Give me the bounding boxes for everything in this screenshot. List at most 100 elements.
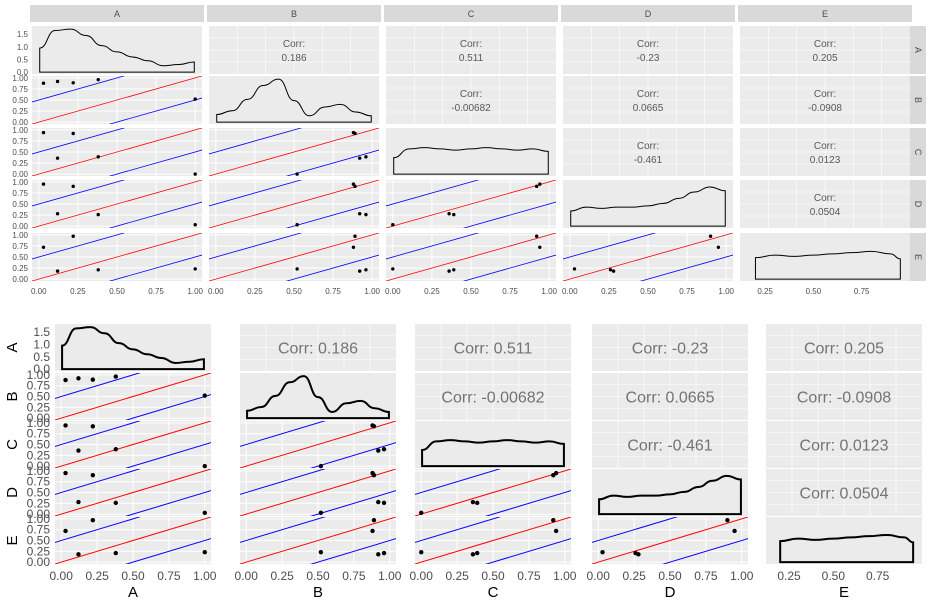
top-panel-C-B bbox=[209, 128, 379, 176]
data-point bbox=[96, 77, 100, 82]
blue-reference-line bbox=[462, 201, 556, 228]
data-point bbox=[193, 97, 197, 101]
red-reference-line bbox=[386, 180, 556, 228]
reference-lines bbox=[240, 421, 396, 468]
diag-y-tick-label: 1.0 bbox=[33, 337, 50, 351]
red-reference-line bbox=[592, 517, 748, 564]
x-tick-label: 0.25 bbox=[85, 569, 109, 583]
x-tick-label: 0.25 bbox=[424, 287, 440, 296]
x-tick-label: 0.50 bbox=[658, 569, 682, 583]
reference-lines bbox=[55, 421, 211, 468]
bottom-panel-D-A bbox=[55, 469, 211, 516]
data-point bbox=[71, 184, 75, 189]
y-tick-label: 0.00 bbox=[12, 275, 28, 284]
top-panel-B-C: Corr: -0.00682 bbox=[386, 76, 556, 124]
blue-reference-line bbox=[240, 469, 326, 495]
corr-label: Corr: bbox=[283, 39, 305, 50]
red-reference-line bbox=[240, 421, 396, 468]
corr-label: Corr: bbox=[460, 89, 482, 100]
data-point bbox=[381, 550, 387, 556]
blue-reference-line bbox=[386, 233, 480, 260]
corr-value: Corr: 0.511 bbox=[454, 341, 533, 358]
top-panel-B-E: Corr: -0.0908 bbox=[740, 76, 910, 124]
red-reference-line bbox=[415, 517, 571, 564]
density-curve bbox=[246, 375, 390, 420]
y-tick-label: 0.75 bbox=[12, 85, 28, 94]
data-point bbox=[193, 172, 197, 176]
top-panel-D-D bbox=[563, 180, 733, 228]
top-panel-C-C bbox=[386, 128, 556, 176]
data-point bbox=[351, 245, 356, 249]
bottom-panel-C-A bbox=[55, 421, 211, 469]
x-tick-label: 0.75 bbox=[342, 569, 366, 583]
top-panel-D-B bbox=[209, 180, 379, 228]
corr-value: 0.186 bbox=[281, 53, 306, 64]
reference-lines bbox=[32, 233, 202, 281]
data-point bbox=[76, 376, 81, 381]
row-strip-label: E bbox=[913, 254, 923, 260]
top-panel-C-E: Corr: 0.0123 bbox=[740, 128, 910, 176]
row-strip-label: C bbox=[913, 149, 923, 156]
x-tick-label: 0.25 bbox=[70, 287, 86, 296]
red-reference-line bbox=[55, 421, 211, 468]
data-point bbox=[96, 155, 100, 159]
data-point bbox=[538, 245, 542, 249]
row-strip bbox=[910, 76, 926, 124]
data-point bbox=[63, 528, 68, 534]
reference-lines bbox=[55, 517, 211, 564]
density-curve bbox=[421, 439, 565, 468]
density-curve bbox=[61, 326, 205, 371]
data-point bbox=[63, 377, 68, 383]
reference-lines bbox=[209, 128, 379, 176]
data-point bbox=[96, 212, 100, 217]
data-point bbox=[608, 268, 613, 272]
corr-value: -0.0908 bbox=[808, 103, 842, 114]
blue-reference-line bbox=[415, 469, 501, 495]
y-axis-label: D bbox=[4, 487, 21, 498]
corr-label: Corr: bbox=[637, 141, 659, 152]
y-tick-label: 0.25 bbox=[27, 448, 51, 462]
x-tick-label: 0.75 bbox=[517, 569, 541, 583]
x-tick-label: 1.00 bbox=[541, 287, 557, 296]
column-strip bbox=[384, 5, 558, 22]
bottom-panel-D-E: Corr: 0.0504 bbox=[766, 469, 922, 516]
data-point bbox=[90, 517, 96, 523]
corr-value: Corr: 0.0123 bbox=[800, 438, 889, 455]
data-point bbox=[376, 499, 381, 505]
bottom-panel-E-E bbox=[766, 517, 922, 564]
blue-reference-line bbox=[310, 538, 396, 564]
blue-reference-line bbox=[209, 128, 303, 155]
x-tick-label: 1.00 bbox=[553, 569, 577, 583]
column-strip bbox=[738, 5, 912, 22]
red-reference-line bbox=[209, 180, 379, 228]
red-reference-line bbox=[32, 76, 202, 124]
data-point bbox=[295, 172, 299, 176]
blue-reference-line bbox=[592, 517, 678, 543]
diag-y-tick-label: 1.5 bbox=[17, 30, 29, 39]
data-point bbox=[202, 463, 207, 469]
x-tick-label: 0.25 bbox=[601, 287, 617, 296]
red-reference-line bbox=[415, 469, 571, 516]
data-point bbox=[55, 79, 60, 84]
data-point bbox=[55, 269, 60, 273]
x-tick-label: 0.25 bbox=[757, 287, 773, 296]
corr-value: -0.461 bbox=[634, 155, 663, 166]
diag-y-tick-label: 0.5 bbox=[33, 350, 50, 364]
corr-value: 0.0665 bbox=[633, 103, 664, 114]
data-point bbox=[600, 549, 605, 555]
data-point bbox=[391, 223, 395, 227]
red-reference-line bbox=[209, 233, 379, 281]
data-point bbox=[76, 552, 81, 557]
data-point bbox=[370, 528, 375, 534]
top-panel-A-D: Corr: -0.23 bbox=[563, 26, 733, 74]
density-panel-bg bbox=[386, 128, 556, 176]
data-point bbox=[381, 447, 387, 452]
bottom-panel-C-E: Corr: 0.0123 bbox=[766, 421, 922, 468]
data-point bbox=[534, 234, 539, 238]
top-panel-C-D: Corr: -0.461 bbox=[563, 128, 733, 176]
corr-value: Corr: 0.186 bbox=[278, 341, 358, 358]
data-point bbox=[71, 131, 75, 136]
bottom-panel-A-C: Corr: 0.511 bbox=[415, 324, 571, 371]
data-point bbox=[376, 552, 381, 557]
x-tick-label: 0.50 bbox=[481, 569, 505, 583]
